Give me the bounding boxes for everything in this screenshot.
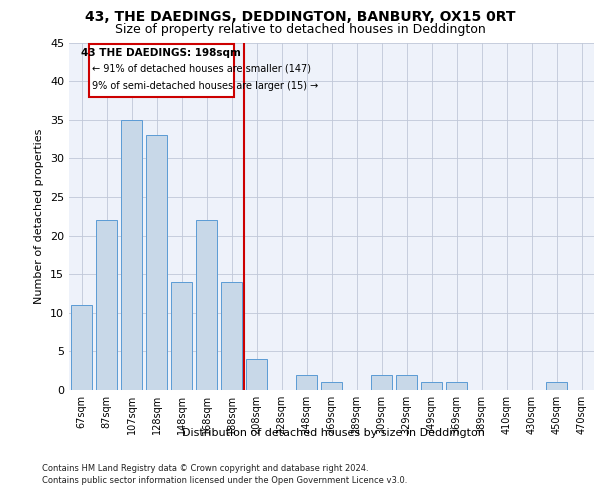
Text: Contains HM Land Registry data © Crown copyright and database right 2024.: Contains HM Land Registry data © Crown c… xyxy=(42,464,368,473)
Text: Contains public sector information licensed under the Open Government Licence v3: Contains public sector information licen… xyxy=(42,476,407,485)
Text: Distribution of detached houses by size in Deddington: Distribution of detached houses by size … xyxy=(182,428,484,438)
Bar xyxy=(89,44,234,96)
Bar xyxy=(321,382,342,390)
Bar xyxy=(221,282,242,390)
Bar xyxy=(171,282,192,390)
Bar xyxy=(96,220,117,390)
Bar xyxy=(121,120,142,390)
Y-axis label: Number of detached properties: Number of detached properties xyxy=(34,128,44,304)
Bar xyxy=(396,374,417,390)
Bar xyxy=(71,305,92,390)
Bar xyxy=(371,374,392,390)
Bar xyxy=(146,135,167,390)
Text: 9% of semi-detached houses are larger (15) →: 9% of semi-detached houses are larger (1… xyxy=(91,82,318,92)
Bar xyxy=(546,382,567,390)
Text: 43, THE DAEDINGS, DEDDINGTON, BANBURY, OX15 0RT: 43, THE DAEDINGS, DEDDINGTON, BANBURY, O… xyxy=(85,10,515,24)
Bar xyxy=(296,374,317,390)
Bar xyxy=(196,220,217,390)
Text: Size of property relative to detached houses in Deddington: Size of property relative to detached ho… xyxy=(115,22,485,36)
Text: 43 THE DAEDINGS: 198sqm: 43 THE DAEDINGS: 198sqm xyxy=(82,48,241,58)
Bar xyxy=(446,382,467,390)
Bar xyxy=(421,382,442,390)
Text: ← 91% of detached houses are smaller (147): ← 91% of detached houses are smaller (14… xyxy=(91,64,311,74)
Bar xyxy=(246,359,267,390)
